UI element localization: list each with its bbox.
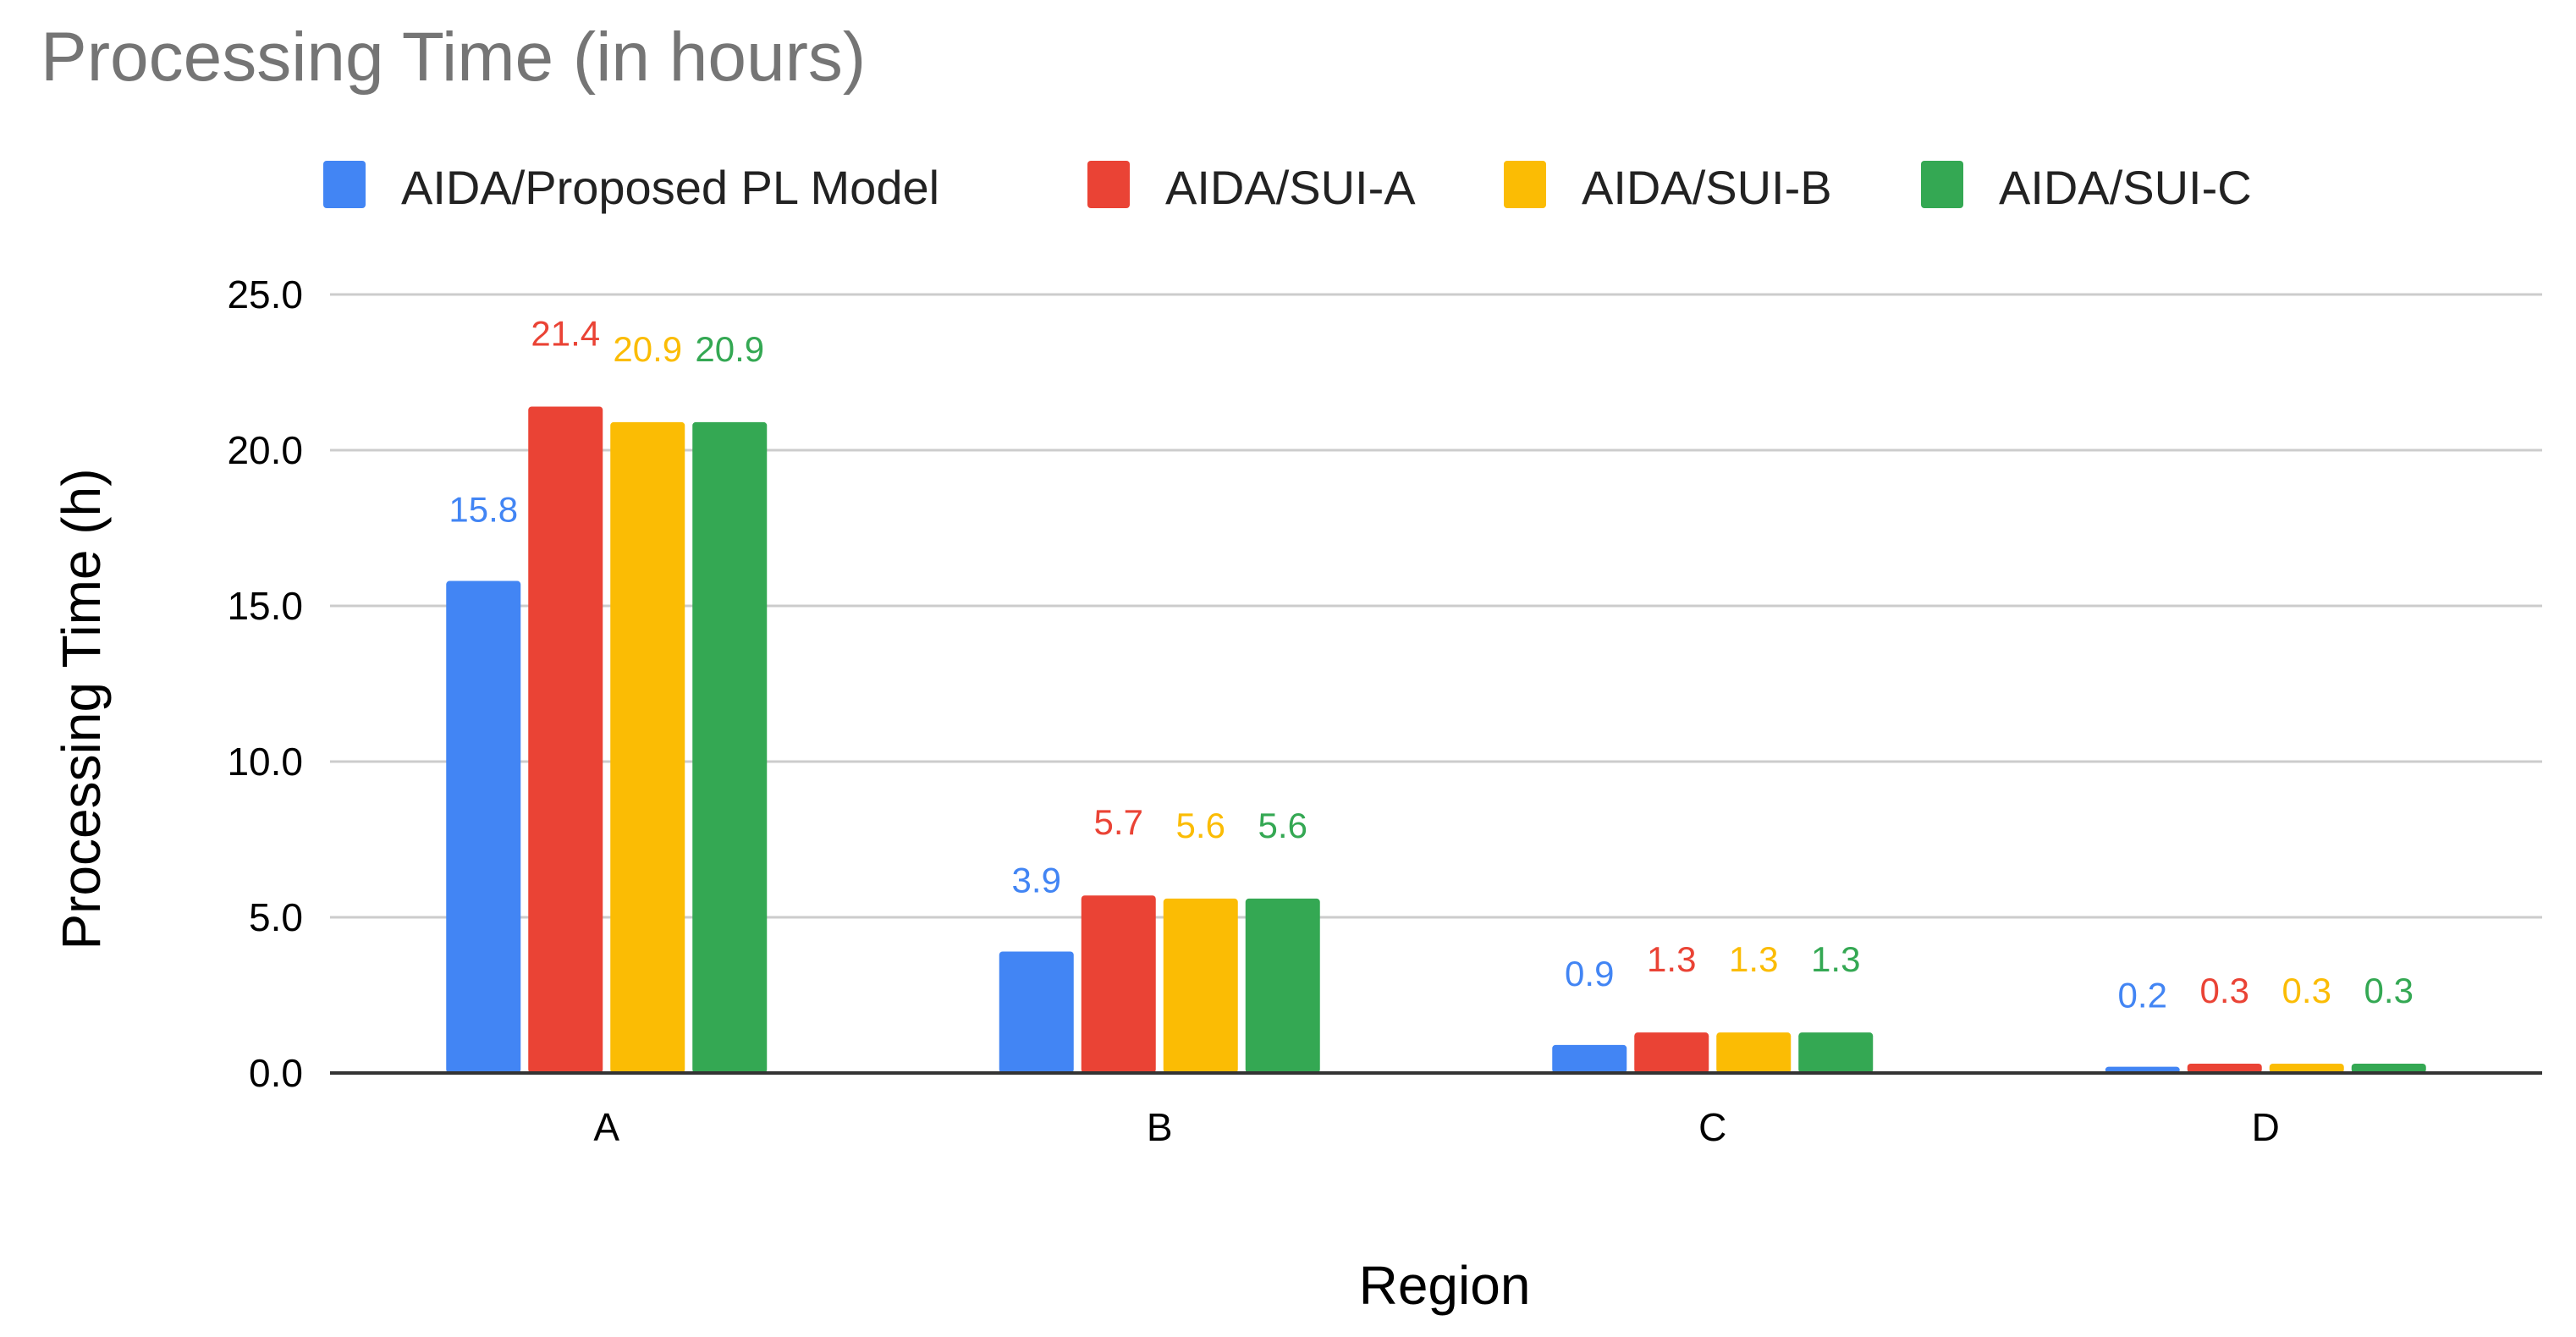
y-axis-title: Processing Time (h) bbox=[51, 468, 112, 949]
legend-swatch bbox=[1087, 161, 1130, 208]
legend-item-aida-sui-c: AIDA/SUI-C bbox=[1921, 161, 2252, 214]
legend-swatch bbox=[323, 161, 366, 208]
bar-data-label: 1.3 bbox=[1647, 939, 1696, 979]
bar-aida-sui-b-d bbox=[2269, 1063, 2344, 1073]
x-tick-label: A bbox=[593, 1105, 619, 1149]
bar-aida-sui-a-d bbox=[2187, 1063, 2262, 1073]
bar-aida-sui-b-b bbox=[1163, 898, 1238, 1073]
legend-label: AIDA/SUI-B bbox=[1582, 161, 1832, 214]
bars bbox=[446, 406, 2426, 1074]
legend-label: AIDA/SUI-C bbox=[1999, 161, 2252, 214]
y-axis-ticks: 0.0 5.0 10.0 15.0 20.0 25.0 bbox=[227, 272, 303, 1095]
y-tick-label: 0.0 bbox=[249, 1051, 303, 1095]
bar-data-label: 0.2 bbox=[2118, 976, 2167, 1015]
y-tick-label: 25.0 bbox=[227, 272, 303, 316]
bar-aida-sui-c-d bbox=[2351, 1063, 2426, 1073]
bar-data-label: 1.3 bbox=[1811, 939, 1860, 979]
bar-data-labels: 15.8 21.4 20.9 20.9 3.9 5.7 5.6 5.6 0.9 1.3 1.3 1.3… bbox=[449, 313, 2414, 1015]
bar-data-label: 5.6 bbox=[1258, 806, 1307, 845]
bar-aida-sui-b-c bbox=[1716, 1032, 1792, 1073]
bar-data-label: 5.7 bbox=[1094, 802, 1143, 842]
legend-item-aida-sui-a: AIDA/SUI-A bbox=[1087, 161, 1416, 214]
legend-swatch bbox=[1504, 161, 1546, 208]
bar-aida-sui-b-a bbox=[610, 421, 685, 1073]
bar-data-label: 1.3 bbox=[1729, 939, 1778, 979]
bar-aida-proposed-pl-model-a bbox=[446, 580, 521, 1073]
x-tick-label: C bbox=[1698, 1105, 1726, 1149]
legend-swatch bbox=[1921, 161, 1963, 208]
bar-data-label: 0.3 bbox=[2282, 971, 2331, 1010]
y-tick-label: 20.0 bbox=[227, 428, 303, 472]
bar-aida-proposed-pl-model-c bbox=[1552, 1044, 1627, 1073]
y-tick-label: 15.0 bbox=[227, 584, 303, 628]
bar-aida-sui-a-b bbox=[1081, 895, 1156, 1073]
bar-data-label: 0.3 bbox=[2364, 971, 2414, 1010]
bar-aida-sui-c-c bbox=[1798, 1032, 1874, 1073]
bar-aida-sui-a-a bbox=[528, 406, 603, 1074]
bar-data-label: 20.9 bbox=[695, 329, 764, 369]
bar-data-label: 0.3 bbox=[2200, 971, 2249, 1010]
legend-item-aida-proposed-pl-model: AIDA/Proposed PL Model bbox=[323, 161, 939, 214]
y-tick-label: 5.0 bbox=[249, 895, 303, 939]
legend-item-aida-sui-b: AIDA/SUI-B bbox=[1504, 161, 1832, 214]
bar-data-label: 21.4 bbox=[531, 313, 600, 353]
bar-data-label: 0.9 bbox=[1565, 954, 1614, 993]
bar-aida-sui-c-a bbox=[692, 421, 768, 1073]
chart-title: Processing Time (in hours) bbox=[41, 19, 866, 96]
x-axis-title: Region bbox=[1359, 1255, 1531, 1316]
bar-aida-sui-a-c bbox=[1634, 1032, 1709, 1073]
bar-aida-proposed-pl-model-b bbox=[999, 951, 1074, 1073]
bar-data-label: 20.9 bbox=[613, 329, 682, 369]
legend-label: AIDA/SUI-A bbox=[1165, 161, 1416, 214]
x-axis-ticks: A B C D bbox=[593, 1105, 2279, 1149]
legend: AIDA/Proposed PL Model AIDA/SUI-A AIDA/SUI… bbox=[323, 161, 2252, 214]
y-tick-label: 10.0 bbox=[227, 740, 303, 784]
legend-label: AIDA/Proposed PL Model bbox=[401, 161, 939, 214]
bar-data-label: 5.6 bbox=[1176, 806, 1225, 845]
bar-aida-sui-c-b bbox=[1245, 898, 1320, 1073]
bar-data-label: 15.8 bbox=[449, 490, 518, 530]
bar-data-label: 3.9 bbox=[1012, 860, 1061, 900]
x-tick-label: B bbox=[1147, 1105, 1173, 1149]
x-tick-label: D bbox=[2252, 1105, 2280, 1149]
